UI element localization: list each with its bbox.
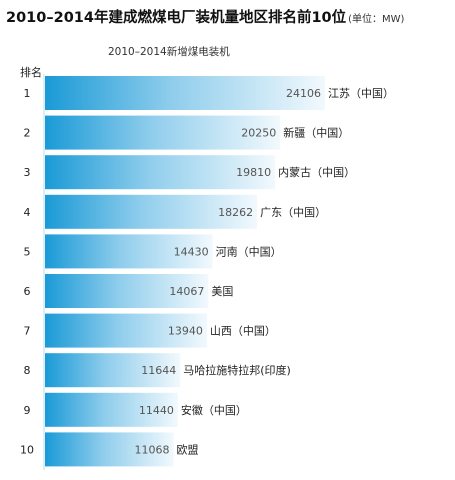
value-label-8: 11644	[141, 364, 176, 377]
value-label-1: 24106	[286, 87, 321, 100]
rank-label-7: 7	[24, 325, 31, 338]
rank-label-10: 10	[20, 443, 34, 456]
rank-label-6: 6	[24, 285, 31, 298]
bar-10	[45, 432, 174, 467]
rank-label-5: 5	[24, 245, 31, 258]
rank-label-1: 1	[24, 87, 31, 100]
bar-2	[45, 115, 281, 150]
value-label-4: 18262	[218, 206, 253, 219]
chart-subtitle: 2010–2014新增煤电装机	[108, 46, 230, 58]
category-label-3: 内蒙古（中国）	[278, 165, 355, 179]
category-label-6: 美国	[211, 285, 233, 298]
bar-6	[45, 274, 209, 308]
value-label-9: 11440	[139, 404, 174, 417]
bar-5	[45, 234, 213, 269]
bar-1	[45, 76, 325, 110]
value-label-3: 19810	[236, 166, 271, 179]
rank-label-9: 9	[24, 404, 31, 417]
category-label-8: 马哈拉施特拉邦(印度)	[183, 363, 291, 377]
bar-4	[45, 194, 258, 229]
value-label-10: 11068	[135, 443, 170, 456]
value-label-6: 14067	[169, 285, 204, 298]
category-label-5: 河南（中国）	[216, 245, 282, 258]
bar-8	[45, 353, 181, 388]
value-label-2: 20250	[241, 127, 276, 140]
chart-title: 2010–2014年建成燃煤电厂装机量地区排名前10位 (单位：MW)	[6, 6, 404, 27]
value-label-7: 13940	[168, 325, 203, 338]
category-label-1: 江苏（中国）	[328, 87, 394, 100]
category-label-10: 欧盟	[177, 443, 199, 456]
rank-label-4: 4	[24, 206, 31, 219]
category-label-4: 广东（中国）	[260, 206, 326, 219]
rank-label-8: 8	[24, 364, 31, 377]
category-label-7: 山西（中国）	[210, 325, 276, 338]
bar-9	[45, 392, 178, 427]
unit-text: (单位：MW)	[348, 14, 405, 25]
value-label-5: 14430	[174, 245, 209, 258]
bar-3	[45, 155, 276, 190]
rank-label-3: 3	[24, 166, 31, 179]
bar-7	[45, 313, 207, 348]
bars-group: 1 24106 江苏（中国） 2 20250 新疆（中国） 3 19810 内蒙古（中国） 4 18…	[20, 76, 394, 467]
category-label-9: 安徽（中国）	[181, 403, 247, 417]
title-text: 2010–2014年建成燃煤电厂装机量地区排名前10位	[6, 10, 347, 26]
rank-label-2: 2	[24, 127, 31, 140]
rank-header: 排名	[20, 66, 42, 79]
category-label-2: 新疆（中国）	[283, 126, 349, 140]
